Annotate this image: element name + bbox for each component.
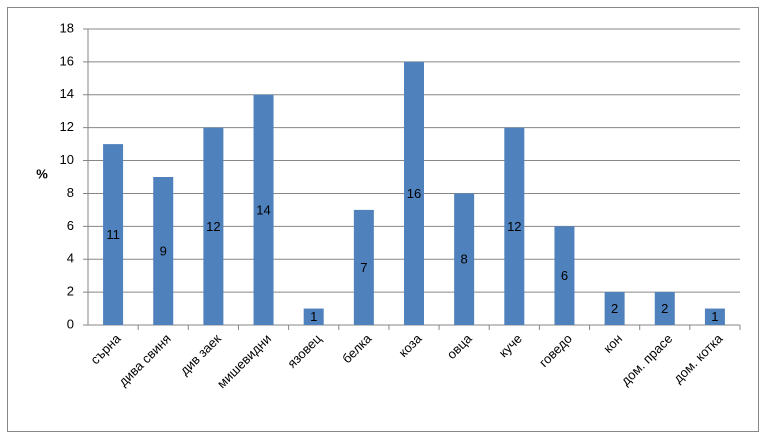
y-tick-label: 2 bbox=[67, 284, 74, 299]
bar bbox=[504, 127, 525, 326]
data-label: 6 bbox=[561, 268, 568, 283]
data-label: 8 bbox=[461, 252, 468, 267]
y-tick-label: 16 bbox=[60, 53, 74, 68]
y-tick-label: 6 bbox=[67, 218, 74, 233]
y-axis-label: % bbox=[36, 166, 48, 181]
bar bbox=[203, 127, 224, 326]
bar bbox=[554, 226, 575, 325]
y-tick-label: 8 bbox=[67, 185, 74, 200]
bar bbox=[153, 177, 174, 325]
y-tick-label: 18 bbox=[60, 20, 74, 35]
data-label: 2 bbox=[611, 301, 618, 316]
bar bbox=[404, 61, 424, 326]
y-tick-label: 14 bbox=[60, 86, 74, 101]
data-label: 12 bbox=[206, 219, 220, 234]
data-label: 14 bbox=[256, 202, 270, 217]
bar bbox=[303, 308, 324, 325]
data-label: 11 bbox=[106, 227, 120, 242]
bar bbox=[253, 94, 274, 326]
bar bbox=[353, 209, 374, 325]
bar bbox=[604, 292, 625, 325]
y-tick-label: 10 bbox=[60, 152, 74, 167]
bar bbox=[454, 193, 475, 325]
data-label: 2 bbox=[661, 301, 668, 316]
data-label: 12 bbox=[507, 219, 521, 234]
data-label: 1 bbox=[711, 309, 718, 324]
data-label: 16 bbox=[407, 186, 421, 201]
data-label: 1 bbox=[310, 309, 317, 324]
y-tick-label: 12 bbox=[60, 119, 74, 134]
bar bbox=[704, 308, 725, 325]
chart-frame bbox=[7, 7, 759, 432]
y-tick-label: 0 bbox=[67, 316, 74, 331]
bar bbox=[654, 292, 675, 325]
data-label: 7 bbox=[360, 260, 367, 275]
y-tick-label: 4 bbox=[67, 251, 74, 266]
data-label: 9 bbox=[160, 243, 167, 258]
bar bbox=[103, 144, 124, 325]
